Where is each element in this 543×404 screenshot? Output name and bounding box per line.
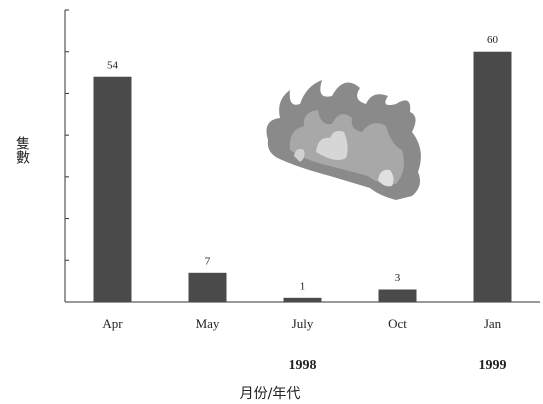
chart: 隻數 月份/年代 Apr 54 May 7 July 1 Oct 3 Jan 60 1998 1999	[0, 0, 543, 404]
y-axis-label: 隻數	[14, 136, 30, 164]
bar	[94, 77, 132, 302]
x-tick-label: May	[196, 316, 220, 331]
value-label: 7	[205, 255, 211, 267]
x-tick-label: Oct	[388, 316, 407, 331]
bar	[379, 289, 417, 302]
x-tick-label: Apr	[102, 316, 123, 331]
value-label: 54	[107, 59, 119, 71]
bar	[189, 273, 227, 302]
year-label: 1998	[289, 358, 317, 373]
value-label: 3	[395, 272, 401, 284]
flame-illustration	[267, 80, 421, 200]
value-label: 60	[487, 34, 499, 46]
bar	[284, 298, 322, 302]
x-tick-label: Jan	[484, 316, 502, 331]
year-label: 1999	[479, 358, 507, 373]
x-axis-label: 月份/年代	[240, 386, 301, 402]
bar	[474, 52, 512, 302]
value-label: 1	[300, 280, 306, 292]
x-tick-label: July	[292, 316, 314, 331]
